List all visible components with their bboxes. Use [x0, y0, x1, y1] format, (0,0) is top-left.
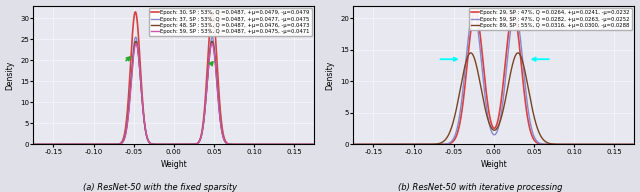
Epoch: 59, SP : 47%, Q =0.0282, +μ=0.0263, -μ=0.0252: (0.0263, 21): 59, SP : 47%, Q =0.0282, +μ=0.0263, -μ=0… — [511, 11, 519, 13]
Epoch: 30, SP : 53%, Q =0.0487, +μ=0.0479, -μ=0.0479: (-0.0479, 31.5): 30, SP : 53%, Q =0.0487, +μ=0.0479, -μ=0… — [132, 11, 140, 13]
Epoch: 29, SP : 47%, Q =0.0264, +μ=0.0241, -μ=0.0232: (-0.0513, 0.408): 29, SP : 47%, Q =0.0264, +μ=0.0241, -μ=0… — [449, 141, 456, 143]
Epoch: 59, SP : 53%, Q =0.0487, +μ=0.0475, -μ=0.0471: (-0.144, 1.21e-55): 59, SP : 53%, Q =0.0487, +μ=0.0475, -μ=0… — [54, 143, 62, 146]
Epoch: 89, SP : 55%, Q =0.0316, +μ=0.0300, -μ=0.0288: (0.164, 1.13e-22): 89, SP : 55%, Q =0.0316, +μ=0.0300, -μ=0… — [622, 143, 630, 146]
Epoch: 29, SP : 47%, Q =0.0264, +μ=0.0241, -μ=0.0232: (-0.144, 6.13e-31): 29, SP : 47%, Q =0.0264, +μ=0.0241, -μ=0… — [374, 143, 382, 146]
Epoch: 48, SP : 53%, Q =0.0487, +μ=0.0476, -μ=0.0473: (-0.0513, 19.7): 48, SP : 53%, Q =0.0487, +μ=0.0476, -μ=0… — [129, 60, 136, 63]
Epoch: 29, SP : 47%, Q =0.0264, +μ=0.0241, -μ=0.0232: (0.0241, 21): 29, SP : 47%, Q =0.0264, +μ=0.0241, -μ=0… — [509, 11, 517, 13]
Epoch: 59, SP : 53%, Q =0.0487, +μ=0.0475, -μ=0.0471: (-0.0322, 1.1): 59, SP : 53%, Q =0.0487, +μ=0.0475, -μ=0… — [144, 139, 152, 141]
Epoch: 30, SP : 53%, Q =0.0487, +μ=0.0479, -μ=0.0479: (-0.0321, 0.965): 30, SP : 53%, Q =0.0487, +μ=0.0479, -μ=0… — [144, 139, 152, 142]
Epoch: 30, SP : 53%, Q =0.0487, +μ=0.0479, -μ=0.0479: (0.211, 1.19e-160): 30, SP : 53%, Q =0.0487, +μ=0.0479, -μ=0… — [340, 143, 348, 146]
Epoch: 59, SP : 53%, Q =0.0487, +μ=0.0475, -μ=0.0471: (0.164, 2.35e-81): 59, SP : 53%, Q =0.0487, +μ=0.0475, -μ=0… — [302, 143, 310, 146]
Epoch: 89, SP : 55%, Q =0.0316, +μ=0.0300, -μ=0.0288: (-0.144, 1.57e-16): 89, SP : 55%, Q =0.0316, +μ=0.0300, -μ=0… — [374, 143, 382, 146]
Epoch: 89, SP : 55%, Q =0.0316, +μ=0.0300, -μ=0.0288: (-0.0513, 3.25): 89, SP : 55%, Q =0.0316, +μ=0.0300, -μ=0… — [449, 123, 456, 125]
Line: Epoch: 29, SP : 47%, Q =0.0264, +μ=0.0241, -μ=0.0232: Epoch: 29, SP : 47%, Q =0.0264, +μ=0.024… — [317, 12, 640, 144]
Y-axis label: Density: Density — [6, 60, 15, 90]
X-axis label: Weight: Weight — [481, 160, 508, 169]
Epoch: 48, SP : 53%, Q =0.0487, +μ=0.0476, -μ=0.0473: (-0.144, 2.12e-55): 48, SP : 53%, Q =0.0487, +μ=0.0476, -μ=0… — [54, 143, 62, 146]
Epoch: 37, SP : 53%, Q =0.0487, +μ=0.0477, -μ=0.0475: (-0.0475, 25.5): 37, SP : 53%, Q =0.0487, +μ=0.0477, -μ=0… — [132, 36, 140, 38]
Epoch: 59, SP : 53%, Q =0.0487, +μ=0.0475, -μ=0.0471: (0.0475, 24): 59, SP : 53%, Q =0.0487, +μ=0.0475, -μ=0… — [208, 42, 216, 45]
Epoch: 48, SP : 53%, Q =0.0487, +μ=0.0476, -μ=0.0473: (0.211, 2.36e-161): 48, SP : 53%, Q =0.0487, +μ=0.0476, -μ=0… — [340, 143, 348, 146]
Epoch: 29, SP : 47%, Q =0.0264, +μ=0.0241, -μ=0.0232: (-0.17, 4.36e-46): 29, SP : 47%, Q =0.0264, +μ=0.0241, -μ=0… — [353, 143, 361, 146]
Epoch: 59, SP : 47%, Q =0.0282, +μ=0.0263, -μ=0.0252: (0.164, 1.22e-40): 59, SP : 47%, Q =0.0282, +μ=0.0263, -μ=0… — [622, 143, 630, 146]
Line: Epoch: 59, SP : 53%, Q =0.0487, +μ=0.0475, -μ=0.0471: Epoch: 59, SP : 53%, Q =0.0487, +μ=0.047… — [0, 43, 351, 144]
Epoch: 89, SP : 55%, Q =0.0316, +μ=0.0300, -μ=0.0288: (-0.17, 4.05e-25): 89, SP : 55%, Q =0.0316, +μ=0.0300, -μ=0… — [353, 143, 361, 146]
Line: Epoch: 89, SP : 55%, Q =0.0316, +μ=0.0300, -μ=0.0288: Epoch: 89, SP : 55%, Q =0.0316, +μ=0.030… — [317, 53, 640, 144]
Epoch: 48, SP : 53%, Q =0.0487, +μ=0.0476, -μ=0.0473: (0.164, 3.32e-81): 48, SP : 53%, Q =0.0487, +μ=0.0476, -μ=0… — [302, 143, 310, 146]
Epoch: 30, SP : 53%, Q =0.0487, +μ=0.0479, -μ=0.0479: (-0.0513, 26.9): 30, SP : 53%, Q =0.0487, +μ=0.0479, -μ=0… — [129, 30, 136, 32]
Epoch: 30, SP : 53%, Q =0.0487, +μ=0.0479, -μ=0.0479: (-0.22, 6.98e-178): 30, SP : 53%, Q =0.0487, +μ=0.0479, -μ=0… — [0, 143, 1, 146]
Epoch: 48, SP : 53%, Q =0.0487, +μ=0.0476, -μ=0.0473: (-0.17, 6.9e-90): 48, SP : 53%, Q =0.0487, +μ=0.0476, -μ=0… — [33, 143, 41, 146]
Epoch: 59, SP : 53%, Q =0.0487, +μ=0.0475, -μ=0.0471: (-0.22, 1.15e-179): 59, SP : 53%, Q =0.0487, +μ=0.0475, -μ=0… — [0, 143, 1, 146]
X-axis label: Weight: Weight — [161, 160, 188, 169]
Epoch: 37, SP : 53%, Q =0.0487, +μ=0.0477, -μ=0.0475: (-0.22, 8.33e-179): 37, SP : 53%, Q =0.0487, +μ=0.0477, -μ=0… — [0, 143, 1, 146]
Epoch: 37, SP : 53%, Q =0.0487, +μ=0.0477, -μ=0.0475: (-0.0513, 20.9): 37, SP : 53%, Q =0.0487, +μ=0.0477, -μ=0… — [129, 55, 136, 58]
Epoch: 89, SP : 55%, Q =0.0316, +μ=0.0300, -μ=0.0288: (-0.22, 1.54e-46): 89, SP : 55%, Q =0.0316, +μ=0.0300, -μ=0… — [314, 143, 321, 146]
Epoch: 29, SP : 47%, Q =0.0264, +μ=0.0241, -μ=0.0232: (-0.0322, 14): 29, SP : 47%, Q =0.0264, +μ=0.0241, -μ=0… — [464, 55, 472, 57]
Epoch: 89, SP : 55%, Q =0.0316, +μ=0.0300, -μ=0.0288: (0.03, 14.5): 89, SP : 55%, Q =0.0316, +μ=0.0300, -μ=0… — [514, 52, 522, 54]
Text: (a) ResNet-50 with the fixed sparsity: (a) ResNet-50 with the fixed sparsity — [83, 183, 237, 192]
Epoch: 59, SP : 47%, Q =0.0282, +μ=0.0263, -μ=0.0252: (-0.17, 8.02e-45): 59, SP : 47%, Q =0.0282, +μ=0.0263, -μ=0… — [353, 143, 361, 146]
Line: Epoch: 37, SP : 53%, Q =0.0487, +μ=0.0477, -μ=0.0475: Epoch: 37, SP : 53%, Q =0.0487, +μ=0.047… — [0, 37, 351, 144]
Epoch: 48, SP : 53%, Q =0.0487, +μ=0.0476, -μ=0.0473: (0.22, 1.29e-178): 48, SP : 53%, Q =0.0487, +μ=0.0476, -μ=0… — [347, 143, 355, 146]
Line: Epoch: 30, SP : 53%, Q =0.0487, +μ=0.0479, -μ=0.0479: Epoch: 30, SP : 53%, Q =0.0487, +μ=0.047… — [0, 12, 351, 144]
Epoch: 37, SP : 53%, Q =0.0487, +μ=0.0477, -μ=0.0475: (0.164, 4.78e-81): 37, SP : 53%, Q =0.0487, +μ=0.0477, -μ=0… — [302, 143, 310, 146]
Line: Epoch: 48, SP : 53%, Q =0.0487, +μ=0.0476, -μ=0.0473: Epoch: 48, SP : 53%, Q =0.0487, +μ=0.047… — [0, 41, 351, 144]
Epoch: 30, SP : 53%, Q =0.0487, +μ=0.0479, -μ=0.0479: (0.22, 6.98e-178): 30, SP : 53%, Q =0.0487, +μ=0.0479, -μ=0… — [347, 143, 355, 146]
Legend: Epoch: 29, SP : 47%, Q =0.0264, +μ=0.0241, -μ=0.0232, Epoch: 59, SP : 47%, Q =0.: Epoch: 29, SP : 47%, Q =0.0264, +μ=0.024… — [468, 8, 632, 30]
Epoch: 48, SP : 53%, Q =0.0487, +μ=0.0476, -μ=0.0473: (-0.0322, 1.03): 48, SP : 53%, Q =0.0487, +μ=0.0476, -μ=0… — [144, 139, 152, 141]
Epoch: 59, SP : 53%, Q =0.0487, +μ=0.0475, -μ=0.0471: (-0.0513, 18.8): 59, SP : 53%, Q =0.0487, +μ=0.0475, -μ=0… — [129, 64, 136, 66]
Epoch: 89, SP : 55%, Q =0.0316, +μ=0.0300, -μ=0.0288: (-0.0322, 14): 89, SP : 55%, Q =0.0316, +μ=0.0300, -μ=0… — [464, 55, 472, 57]
Legend: Epoch: 30, SP : 53%, Q =0.0487, +μ=0.0479, -μ=0.0479, Epoch: 37, SP : 53%, Q =0.: Epoch: 30, SP : 53%, Q =0.0487, +μ=0.047… — [148, 8, 312, 36]
Epoch: 37, SP : 53%, Q =0.0487, +μ=0.0477, -μ=0.0475: (0.211, 3.87e-161): 37, SP : 53%, Q =0.0487, +μ=0.0477, -μ=0… — [340, 143, 348, 146]
Epoch: 37, SP : 53%, Q =0.0487, +μ=0.0477, -μ=0.0475: (-0.144, 3.77e-55): 37, SP : 53%, Q =0.0487, +μ=0.0477, -μ=0… — [54, 143, 62, 146]
Y-axis label: Density: Density — [326, 60, 335, 90]
Text: (b) ResNet-50 with iterative processing: (b) ResNet-50 with iterative processing — [397, 183, 563, 192]
Epoch: 29, SP : 47%, Q =0.0264, +μ=0.0241, -μ=0.0232: (0.164, 5.76e-42): 29, SP : 47%, Q =0.0264, +μ=0.0241, -μ=0… — [622, 143, 630, 146]
Epoch: 37, SP : 53%, Q =0.0487, +μ=0.0477, -μ=0.0475: (0.22, 2.17e-178): 37, SP : 53%, Q =0.0487, +μ=0.0477, -μ=0… — [347, 143, 355, 146]
Epoch: 59, SP : 53%, Q =0.0487, +μ=0.0475, -μ=0.0471: (-0.17, 3.42e-90): 59, SP : 53%, Q =0.0487, +μ=0.0475, -μ=0… — [33, 143, 41, 146]
Epoch: 37, SP : 53%, Q =0.0487, +μ=0.0477, -μ=0.0475: (-0.17, 1.42e-89): 37, SP : 53%, Q =0.0487, +μ=0.0477, -μ=0… — [33, 143, 41, 146]
Epoch: 37, SP : 53%, Q =0.0487, +μ=0.0477, -μ=0.0475: (-0.0321, 0.929): 37, SP : 53%, Q =0.0487, +μ=0.0477, -μ=0… — [144, 139, 152, 142]
Epoch: 48, SP : 53%, Q =0.0487, +μ=0.0476, -μ=0.0473: (-0.22, 3.07e-179): 48, SP : 53%, Q =0.0487, +μ=0.0476, -μ=0… — [0, 143, 1, 146]
Epoch: 59, SP : 47%, Q =0.0282, +μ=0.0263, -μ=0.0252: (-0.22, 8.34e-82): 59, SP : 47%, Q =0.0282, +μ=0.0263, -μ=0… — [314, 143, 321, 146]
Epoch: 29, SP : 47%, Q =0.0264, +μ=0.0241, -μ=0.0232: (-0.22, 1.66e-83): 29, SP : 47%, Q =0.0264, +μ=0.0241, -μ=0… — [314, 143, 321, 146]
Epoch: 59, SP : 47%, Q =0.0282, +μ=0.0263, -μ=0.0252: (-0.144, 6.7e-30): 59, SP : 47%, Q =0.0282, +μ=0.0263, -μ=0… — [374, 143, 382, 146]
Line: Epoch: 59, SP : 47%, Q =0.0282, +μ=0.0263, -μ=0.0252: Epoch: 59, SP : 47%, Q =0.0282, +μ=0.026… — [317, 12, 640, 144]
Epoch: 59, SP : 47%, Q =0.0282, +μ=0.0263, -μ=0.0252: (-0.0513, 0.701): 59, SP : 47%, Q =0.0282, +μ=0.0263, -μ=0… — [449, 139, 456, 141]
Epoch: 30, SP : 53%, Q =0.0487, +μ=0.0479, -μ=0.0479: (0.164, 1.13e-80): 30, SP : 53%, Q =0.0487, +μ=0.0479, -μ=0… — [302, 143, 310, 146]
Epoch: 30, SP : 53%, Q =0.0487, +μ=0.0479, -μ=0.0479: (-0.144, 1.35e-54): 30, SP : 53%, Q =0.0487, +μ=0.0479, -μ=0… — [54, 143, 62, 146]
Epoch: 48, SP : 53%, Q =0.0487, +μ=0.0476, -μ=0.0473: (0.0476, 24.5): 48, SP : 53%, Q =0.0487, +μ=0.0476, -μ=0… — [208, 40, 216, 42]
Epoch: 59, SP : 47%, Q =0.0282, +μ=0.0263, -μ=0.0252: (-0.0322, 16.4): 59, SP : 47%, Q =0.0282, +μ=0.0263, -μ=0… — [464, 40, 472, 42]
Epoch: 30, SP : 53%, Q =0.0487, +μ=0.0479, -μ=0.0479: (-0.17, 6.81e-89): 30, SP : 53%, Q =0.0487, +μ=0.0479, -μ=0… — [33, 143, 41, 146]
Epoch: 59, SP : 53%, Q =0.0487, +μ=0.0475, -μ=0.0471: (0.211, 1.47e-161): 59, SP : 53%, Q =0.0487, +μ=0.0475, -μ=0… — [340, 143, 348, 146]
Epoch: 59, SP : 53%, Q =0.0487, +μ=0.0475, -μ=0.0471: (0.22, 7.84e-179): 59, SP : 53%, Q =0.0487, +μ=0.0475, -μ=0… — [347, 143, 355, 146]
